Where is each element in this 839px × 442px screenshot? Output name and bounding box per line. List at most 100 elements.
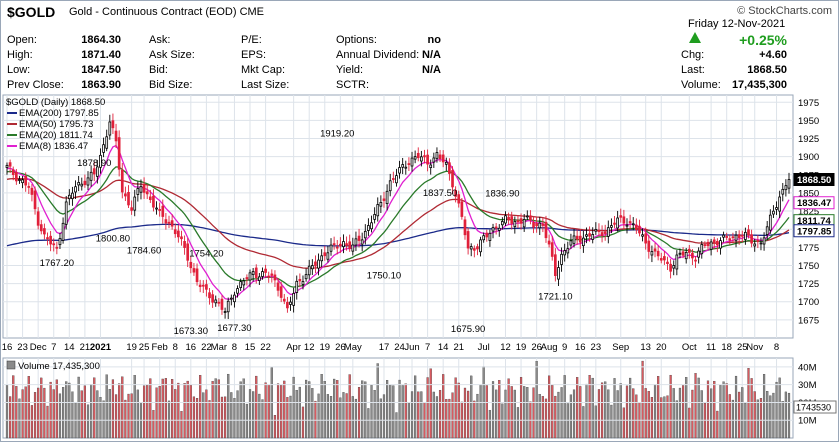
candle-body (192, 268, 196, 273)
y-tick-label: 1700 (798, 297, 819, 308)
volume-bar (691, 389, 694, 439)
volume-bar (404, 383, 407, 439)
volume-bar (326, 394, 329, 439)
candle-body (756, 240, 760, 242)
candle-body (64, 201, 68, 225)
x-tick-label: 25 (737, 342, 748, 353)
candle-body (46, 237, 49, 240)
candle-body (744, 231, 747, 240)
volume-bar (24, 386, 27, 439)
candle-body (67, 194, 71, 200)
volume-bar (105, 374, 108, 439)
x-tick-label: Aug (541, 342, 558, 353)
volume-bar (245, 403, 248, 439)
candle-body (282, 298, 286, 302)
candle-body (83, 180, 87, 186)
volume-bar (551, 385, 554, 439)
quote-header: $GOLD Gold - Continuous Contract (EOD) C… (1, 1, 838, 93)
volume-bar (401, 385, 404, 439)
volume-bar (694, 373, 697, 439)
volume-bar (738, 391, 741, 439)
candle-body (494, 226, 498, 229)
volume-bar (510, 386, 513, 439)
volume-bar (657, 376, 660, 439)
candle-body (482, 235, 486, 241)
candle-body (585, 234, 588, 237)
candle-body (186, 243, 190, 261)
volume-bar (211, 381, 214, 439)
options-value: no (427, 34, 441, 46)
volume-bar (12, 375, 15, 439)
candle-body (451, 170, 454, 188)
volume-bar (572, 389, 576, 439)
candle-body (164, 219, 168, 224)
volume-bar (728, 394, 731, 439)
candle-body (672, 265, 676, 269)
price-annotation: 1800.80 (96, 234, 130, 245)
volume-bar (71, 391, 74, 439)
candle-body (737, 234, 741, 238)
volume-bar (429, 368, 432, 439)
candle-body (329, 244, 333, 252)
volume-bar (410, 391, 414, 439)
ema8-line (6, 144, 790, 300)
volume-bar (392, 385, 395, 439)
volume-bar (781, 401, 784, 439)
candle-body (86, 177, 90, 186)
volume-bar (27, 376, 30, 439)
candle-body (373, 214, 376, 220)
candle-body (314, 261, 317, 267)
volume-bar (625, 385, 629, 439)
value-tag-box (793, 224, 835, 238)
volume-bar (722, 381, 725, 439)
volume-bar (435, 396, 439, 439)
volume-bar (504, 389, 507, 439)
price-annotation: 1837.50 (423, 188, 457, 199)
price-annotation: 1784.60 (127, 245, 161, 256)
volume-bar (164, 378, 167, 439)
volume-bar (86, 404, 90, 439)
candle-body (653, 248, 657, 252)
volume-bar (146, 385, 149, 439)
candle-body (320, 255, 324, 262)
candle-body (8, 162, 12, 167)
x-tick-label: 19 (319, 342, 330, 353)
candle-body (201, 284, 205, 287)
candle-body (270, 273, 274, 276)
last-value: 1868.50 (747, 64, 787, 76)
candle-body (326, 252, 330, 260)
volume-bar (769, 395, 772, 439)
volume-bar (233, 398, 236, 439)
candle-body (712, 239, 716, 243)
volume-bar (613, 378, 616, 439)
candle-body (663, 256, 666, 261)
volume-bar (787, 392, 791, 439)
volume-bar (784, 391, 787, 439)
candle-body (117, 137, 121, 170)
candle-body (616, 217, 619, 229)
volume-bar (111, 379, 115, 439)
candle-body (460, 201, 464, 217)
candle-body (267, 275, 271, 278)
candle-body (684, 251, 688, 260)
volume-bar (457, 382, 460, 439)
candle-body (89, 171, 93, 181)
contract-name: Gold - Continuous Contract (EOD) (69, 6, 237, 18)
volume-bar (183, 383, 186, 439)
x-tick-label: 16 (2, 342, 13, 353)
x-tick-label: 7 (425, 342, 430, 353)
x-tick-label: Apr (286, 342, 301, 353)
candle-body (261, 271, 264, 277)
candle-body (516, 220, 520, 223)
volume-bar (660, 397, 663, 439)
x-tick-label: 16 (186, 342, 197, 353)
volume-bar (479, 384, 482, 439)
legend-entry: EMA(200) 1797.85 (19, 108, 99, 119)
x-tick-label: 14 (64, 342, 75, 353)
candle-body (398, 167, 401, 174)
volume-bar (538, 394, 541, 439)
volume-bar (516, 407, 520, 439)
volume-bar (130, 393, 133, 439)
candles-group (5, 113, 791, 320)
candle-body (195, 268, 199, 283)
